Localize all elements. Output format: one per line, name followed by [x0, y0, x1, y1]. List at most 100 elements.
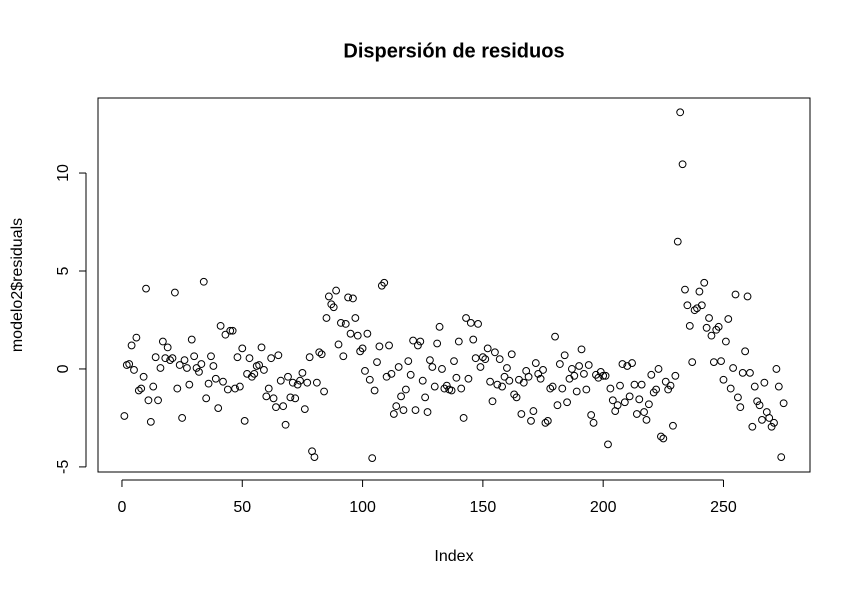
point: [507, 350, 516, 359]
point: [640, 408, 648, 416]
point: [255, 361, 264, 369]
point: [401, 385, 410, 394]
point: [358, 344, 367, 353]
point: [373, 358, 381, 366]
point: [582, 385, 591, 394]
point: [647, 370, 656, 379]
point: [351, 314, 360, 322]
point: [474, 319, 482, 328]
point: [317, 350, 326, 359]
point: [450, 357, 458, 366]
point: [130, 366, 138, 374]
point: [620, 398, 629, 407]
point: [721, 337, 730, 346]
point: [370, 386, 379, 395]
point: [731, 290, 740, 299]
point: [197, 360, 206, 368]
point: [332, 286, 341, 295]
point: [464, 374, 473, 383]
point: [233, 353, 242, 362]
x-axis-label: Index: [434, 548, 473, 565]
point: [471, 354, 480, 363]
y-tick-label: 0: [55, 364, 72, 373]
point: [678, 160, 687, 169]
point: [281, 420, 290, 429]
point: [426, 356, 434, 365]
point: [199, 277, 208, 286]
point: [245, 354, 254, 363]
point: [168, 354, 177, 363]
point: [746, 368, 754, 377]
point: [681, 285, 689, 294]
point: [459, 414, 468, 422]
point: [260, 366, 268, 374]
point: [226, 326, 235, 335]
plot-area: 0 50 100 150 200 250 -5 0 5 10: [55, 108, 788, 516]
point: [310, 453, 319, 462]
point: [753, 397, 762, 406]
point: [250, 369, 259, 378]
point: [286, 393, 295, 402]
point: [613, 401, 622, 410]
point: [428, 363, 437, 371]
point: [748, 422, 757, 431]
point: [423, 408, 432, 416]
point: [770, 418, 778, 427]
point: [303, 378, 312, 387]
point: [195, 367, 203, 376]
point: [204, 379, 213, 388]
point: [267, 354, 276, 363]
point: [618, 360, 627, 368]
point: [563, 398, 571, 407]
point: [368, 454, 377, 462]
point: [192, 364, 201, 372]
point: [553, 401, 562, 410]
point: [702, 323, 711, 332]
point: [512, 393, 521, 402]
point: [125, 360, 134, 368]
point: [334, 340, 343, 349]
point: [158, 337, 167, 346]
point: [719, 375, 728, 384]
point: [705, 314, 713, 322]
point: [743, 292, 752, 301]
point: [269, 394, 278, 403]
point: [604, 440, 612, 449]
point: [517, 410, 526, 418]
point: [572, 387, 581, 396]
point: [320, 387, 328, 396]
point: [288, 378, 297, 387]
point: [493, 380, 502, 389]
point: [666, 381, 675, 390]
point: [166, 356, 174, 365]
point: [315, 348, 324, 357]
point: [387, 369, 396, 378]
point: [529, 407, 538, 415]
point: [173, 384, 182, 393]
point: [531, 359, 540, 367]
point: [170, 288, 179, 297]
point: [760, 378, 769, 387]
point: [349, 294, 357, 303]
point: [416, 337, 425, 346]
point: [438, 365, 446, 373]
point: [567, 365, 576, 373]
point: [257, 343, 266, 352]
point: [717, 357, 725, 366]
point: [178, 414, 187, 422]
point: [654, 365, 663, 373]
point: [183, 364, 191, 372]
point: [447, 386, 456, 395]
point: [539, 366, 547, 374]
point: [536, 374, 545, 383]
point: [589, 418, 598, 427]
point: [324, 292, 333, 301]
point: [724, 315, 733, 323]
point: [596, 367, 605, 376]
point: [690, 306, 699, 315]
point: [127, 341, 136, 350]
point: [214, 404, 223, 413]
point: [365, 375, 374, 384]
point: [625, 392, 634, 401]
point: [221, 330, 230, 339]
